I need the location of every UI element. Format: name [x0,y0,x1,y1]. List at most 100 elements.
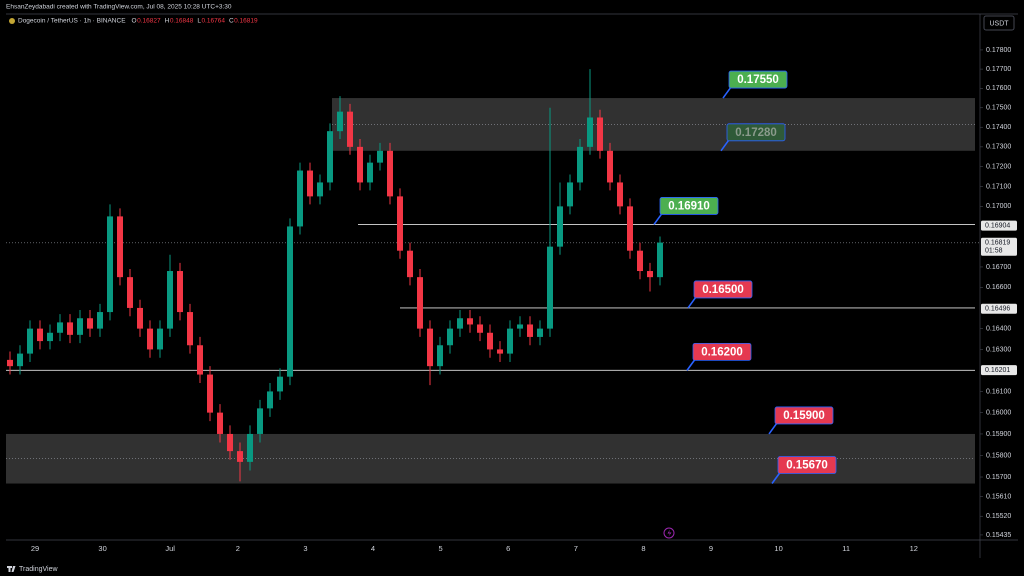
candle-body [617,182,623,207]
candle-body [187,312,193,346]
x-tick-label: 3 [303,544,307,553]
callout-pointer [687,296,697,309]
y-tick-label: 0.17400 [986,124,1011,131]
candle-body [237,451,243,462]
candle-body [307,170,313,197]
candle-body [207,374,213,413]
price-tag [981,303,1017,314]
price-tag [981,220,1017,231]
x-tick-label: 29 [31,544,39,553]
y-tick-label: 0.15800 [986,452,1011,459]
y-tick-label: 0.17100 [986,183,1011,190]
y-tick-label: 0.16300 [986,346,1011,353]
y-tick-label: 0.17200 [986,163,1011,170]
price-tag [981,365,1017,376]
candle-body [457,318,463,329]
candle-body [47,332,53,342]
candle-body [347,111,353,147]
currency-button[interactable] [983,15,1015,31]
x-tick-label: 9 [709,544,713,553]
price-tag-label: 0.16819 [985,240,1010,247]
candle-body [17,353,23,367]
candle-body [327,131,333,183]
price-tag-countdown: 01:58 [985,248,1003,255]
y-tick-label: 0.15610 [986,493,1011,500]
candle-body [437,345,443,367]
price-tag-label: 0.16201 [985,367,1010,374]
y-tick-label: 0.15900 [986,431,1011,438]
candle-body [547,246,553,329]
candle-body [197,345,203,375]
candle-body [607,150,613,183]
candle-body [7,359,13,367]
candle-body [417,277,423,329]
candle-body [157,328,163,350]
candle-body [507,328,513,354]
x-tick-label: Jul [165,544,175,553]
candle-body [467,318,473,325]
callout-pointer [771,472,781,484]
candle-body [527,324,533,337]
y-tick-label: 0.17000 [986,203,1011,210]
callout-label: 0.15900 [783,410,825,422]
x-tick-label: 8 [641,544,645,553]
candle-body [337,111,343,132]
candle-body [277,376,283,392]
candle-body [427,328,433,367]
candle-body [317,182,323,197]
ohlc-value: 0.16848 [170,18,194,25]
candle-body [257,408,263,434]
candle-body [497,349,503,354]
candle-body [387,150,393,197]
symbol-icon [9,18,15,24]
candle-body [287,226,293,377]
candle-body [597,117,603,151]
candle-body [227,433,233,452]
candle-body [37,328,43,342]
candle-body [557,206,563,247]
candle-body [447,328,453,346]
x-tick-label: 6 [506,544,510,553]
currency[interactable]: USDT [989,20,1009,27]
candle-body [97,312,103,329]
ohlc-key: L [197,18,201,25]
candle-body [477,324,483,333]
callout-box [726,123,786,142]
callout-box [693,280,753,299]
candle-body [577,146,583,183]
candle-body [517,324,523,329]
y-tick-label: 0.16100 [986,388,1011,395]
candle-body [167,271,173,329]
candle-body [367,162,373,183]
candle-body [177,271,183,313]
price-tag [981,237,1017,256]
callout-label: 0.16910 [668,200,710,212]
x-tick-label: 7 [574,544,578,553]
candle-body [357,146,363,183]
candle-body [587,117,593,147]
x-tick-label: 12 [910,544,918,553]
x-tick-label: 4 [371,544,375,553]
y-tick-label: 0.16600 [986,284,1011,291]
candle-body [27,328,33,354]
event-icon[interactable] [663,527,675,539]
x-tick-label: 2 [236,544,240,553]
x-tick-label: 11 [842,544,850,553]
x-tick-label: 5 [439,544,443,553]
candle-body [267,391,273,409]
callout-pointer [722,86,732,99]
candle-body [137,307,143,329]
candle-body [647,271,653,278]
candle-body [407,250,413,278]
candle-body [377,150,383,163]
price-tag-label: 0.16904 [985,222,1010,229]
callout-label: 0.15670 [786,460,828,472]
candle-body [117,216,123,278]
price-tag-label: 0.16496 [985,306,1010,313]
callout-box [659,197,719,215]
candle-body [637,250,643,272]
candle-body [87,318,93,329]
callout-label: 0.16500 [702,284,744,296]
ohlc-value: 0.16819 [234,18,258,25]
